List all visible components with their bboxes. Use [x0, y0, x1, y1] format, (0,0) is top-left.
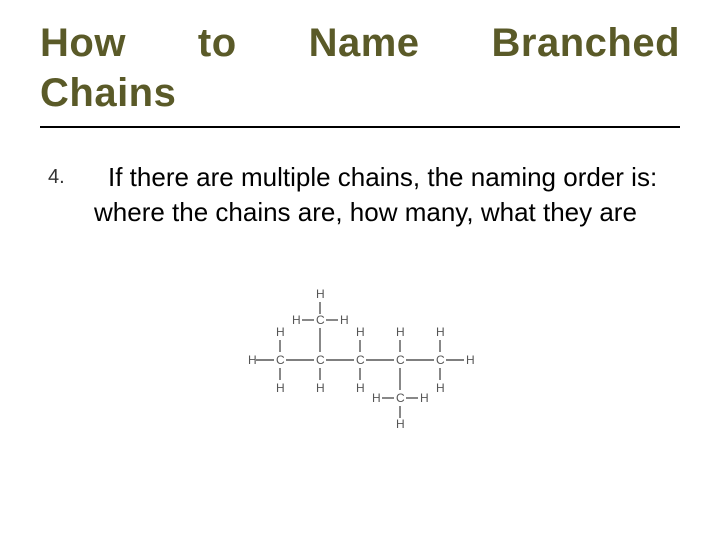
body-text: If there are multiple chains, the naming… [94, 160, 672, 230]
slide: How to Name Branched Chains 4. If there … [0, 0, 720, 540]
atom-h: H [340, 313, 349, 327]
title-line-1: How to Name Branched [40, 18, 680, 68]
atom-h: H [356, 381, 365, 395]
body-list-item: 4. If there are multiple chains, the nam… [40, 160, 680, 230]
atom-h: H [276, 325, 285, 339]
atom-h: H [292, 313, 301, 327]
atom-h: H [248, 353, 257, 367]
atom-h: H [466, 353, 475, 367]
atom-h: H [420, 391, 429, 405]
atom-c: C [436, 353, 445, 367]
molecule-svg: H C H H C H C H H H [230, 270, 490, 430]
atom-h: H [276, 381, 285, 395]
atom-h: H [436, 381, 445, 395]
atom-h: H [372, 391, 381, 405]
atom-h: H [396, 417, 405, 430]
atom-c: C [316, 353, 325, 367]
molecule-diagram: H C H H C H C H H H [40, 270, 680, 430]
atom-h: H [316, 381, 325, 395]
atom-c: C [276, 353, 285, 367]
atom-c: C [396, 391, 405, 405]
atom-h: H [436, 325, 445, 339]
title-line-2: Chains [40, 68, 680, 118]
atom-h: H [356, 325, 365, 339]
atom-h: H [396, 325, 405, 339]
atom-c: C [356, 353, 365, 367]
list-number: 4. [48, 160, 94, 189]
atom-c: C [396, 353, 405, 367]
title-block: How to Name Branched Chains [40, 18, 680, 128]
atom-h: H [316, 287, 325, 301]
atom-c: C [316, 313, 325, 327]
